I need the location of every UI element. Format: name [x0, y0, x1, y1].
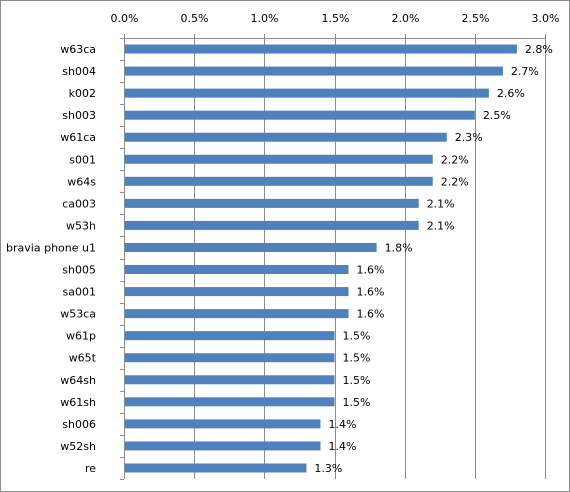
data-label: 2.2% — [441, 153, 469, 166]
x-tick-label: 0.5% — [181, 12, 209, 25]
bar — [124, 88, 489, 98]
data-label: 1.4% — [328, 418, 356, 431]
category-label: w61sh — [60, 396, 96, 409]
category-label: w52sh — [60, 440, 96, 453]
data-label: 2.1% — [427, 197, 455, 210]
data-label: 2.7% — [511, 65, 539, 78]
category-label: sh006 — [62, 418, 96, 431]
bar — [124, 331, 335, 341]
bar — [124, 132, 447, 142]
bar — [124, 375, 335, 385]
x-tick-label: 2.0% — [392, 12, 420, 25]
category-label: re — [85, 462, 96, 475]
bar — [124, 110, 475, 120]
data-label: 2.3% — [455, 131, 483, 144]
data-label: 1.8% — [385, 241, 413, 254]
category-label: w65t — [69, 352, 97, 365]
bar — [124, 463, 307, 473]
category-label: ca003 — [62, 197, 96, 210]
category-label: sh004 — [62, 65, 96, 78]
data-labels: 2.8% 2.7% 2.6% 2.5%2.3% 2.2% 2.2% 2.1% 2.1% 1.8%… — [314, 43, 552, 475]
bar — [124, 265, 349, 275]
category-label: w61p — [66, 330, 96, 343]
data-label: 1.5% — [343, 352, 371, 365]
bar — [124, 176, 433, 186]
data-label: 1.5% — [343, 330, 371, 343]
category-label: sa001 — [63, 286, 96, 299]
bar — [124, 419, 321, 429]
bar — [124, 309, 349, 319]
category-label: w64s — [67, 175, 96, 188]
category-label: w64sh — [60, 374, 96, 387]
bar — [124, 220, 419, 230]
bar — [124, 242, 377, 252]
category-label: w53h — [66, 219, 96, 232]
bar — [124, 441, 321, 451]
x-tick-label: 3.0% — [532, 12, 560, 25]
data-label: 2.5% — [483, 109, 511, 122]
x-tick-label: 1.0% — [251, 12, 279, 25]
category-label: k002 — [69, 87, 96, 100]
category-label: sh005 — [62, 264, 96, 277]
category-label: sh003 — [62, 109, 96, 122]
x-tick-label: 0.0% — [111, 12, 139, 25]
data-label: 1.4% — [328, 440, 356, 453]
category-label: s001 — [69, 153, 96, 166]
y-axis-ticks — [120, 38, 124, 480]
bars — [124, 44, 517, 473]
data-label: 1.6% — [357, 286, 385, 299]
bar — [124, 198, 419, 208]
bar — [124, 154, 433, 164]
category-label: w63ca — [60, 43, 96, 56]
category-label: w61ca — [60, 131, 96, 144]
data-label: 2.6% — [497, 87, 525, 100]
bar — [124, 44, 517, 54]
x-tick-label: 2.5% — [462, 12, 490, 25]
grid-lines — [194, 38, 546, 479]
data-label: 2.8% — [525, 43, 553, 56]
bar — [124, 287, 349, 297]
data-label: 1.6% — [357, 308, 385, 321]
bar — [124, 397, 335, 407]
data-label: 1.5% — [343, 396, 371, 409]
data-label: 1.6% — [357, 264, 385, 277]
category-label: w53ca — [60, 308, 96, 321]
data-label: 2.2% — [441, 175, 469, 188]
bar — [124, 66, 503, 76]
data-label: 1.5% — [343, 374, 371, 387]
x-tick-label: 1.5% — [322, 12, 350, 25]
category-labels: w63ca sh004 k002 sh003 w61ca s001 w64s ca003 w53… — [6, 43, 97, 475]
data-label: 2.1% — [427, 219, 455, 232]
bar — [124, 353, 335, 363]
category-label: bravia phone u1 — [6, 241, 96, 254]
data-label: 1.3% — [314, 462, 342, 475]
x-axis-ticks: 0.0% 0.5% 1.0% 1.5% 2.0% 2.5% 3.0% — [111, 12, 560, 39]
